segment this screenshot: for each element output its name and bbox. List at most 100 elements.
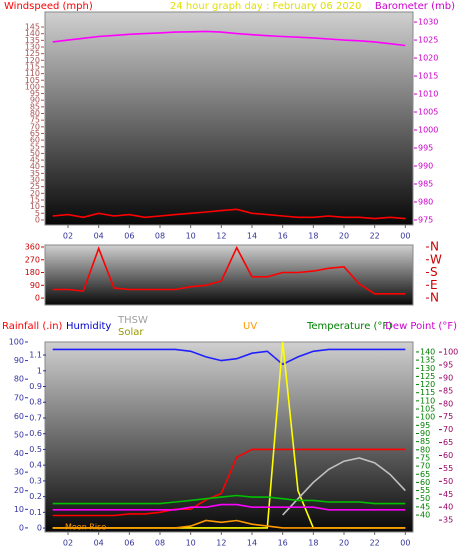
x-tick-label: 06	[124, 232, 134, 241]
y2-tick-label: 70	[14, 393, 24, 402]
y-tick-label: 50	[30, 149, 40, 158]
y2-tick-label: 990	[418, 161, 433, 170]
windspeed-label: Windspeed (mph)	[4, 1, 93, 12]
y-tick-label: 145	[25, 23, 40, 32]
y2-tick-label: 90	[14, 356, 24, 365]
y2-tick-label: 0	[19, 523, 24, 532]
y4-tick-label: 80	[443, 399, 453, 408]
annotation: Moon Rise	[65, 523, 106, 532]
y-tick-label: 1.1	[29, 351, 42, 360]
y-tick-label: 65	[30, 129, 40, 138]
y2-tick-label: 1025	[418, 36, 438, 45]
y2-tick-label: 980	[418, 197, 433, 206]
thsw-label: THSW	[117, 315, 148, 326]
series-line	[52, 348, 406, 366]
y3-tick-label: 125	[420, 372, 435, 381]
y-tick-label: 120	[25, 56, 40, 65]
y3-tick-label: 45	[420, 502, 430, 511]
y-tick-label: 85	[30, 102, 40, 111]
y4-tick-label: 65	[443, 438, 453, 447]
y2-tick-label: 995	[418, 144, 433, 153]
y-tick-label: 0	[37, 524, 42, 533]
y3-tick-label: 60	[420, 478, 430, 487]
y3-tick-label: 140	[420, 347, 435, 356]
y-tick-label: 180	[25, 268, 40, 277]
x-tick-label: 04	[94, 539, 104, 548]
y2-tick-label: 60	[14, 412, 24, 421]
y-tick-label: 75	[30, 116, 40, 125]
series-line	[52, 30, 406, 47]
y-tick-label: 0.3	[29, 476, 42, 485]
y2-tick-label: 100	[9, 338, 24, 347]
y2-tick-label: E	[430, 278, 438, 292]
y2-tick-label: 1005	[418, 108, 438, 117]
y3-tick-label: 90	[420, 429, 430, 438]
y-tick-label: 1	[37, 366, 42, 375]
y4-tick-label: 75	[443, 412, 453, 421]
y3-tick-label: 85	[420, 437, 430, 446]
y2-tick-label: 1010	[418, 90, 438, 99]
y2-tick-label: 975	[418, 215, 433, 224]
x-tick-label: 12	[216, 232, 226, 241]
y-tick-label: 35	[30, 169, 40, 178]
y-tick-label: 95	[30, 89, 40, 98]
y-tick-label: 45	[30, 156, 40, 165]
x-tick-label: 16	[278, 539, 288, 548]
y-tick-label: 90	[30, 96, 40, 105]
y3-tick-label: 80	[420, 445, 430, 454]
y-tick-label: 140	[25, 29, 40, 38]
y2-tick-label: W	[430, 252, 442, 266]
y3-tick-label: 40	[420, 511, 430, 520]
y4-tick-label: 70	[443, 425, 453, 434]
y3-tick-label: 130	[420, 364, 435, 373]
x-tick-label: 04	[94, 232, 104, 241]
y4-tick-label: 100	[443, 348, 458, 357]
y2-tick-label: 80	[14, 375, 24, 384]
y3-tick-label: 120	[420, 380, 435, 389]
x-tick-label: 14	[247, 232, 257, 241]
y2-tick-label: 30	[14, 468, 24, 477]
series-line	[282, 457, 406, 516]
y-tick-label: 125	[25, 49, 40, 58]
y-tick-label: 70	[30, 122, 40, 131]
x-tick-label: 18	[308, 539, 318, 548]
y4-tick-label: 40	[443, 503, 453, 512]
y-tick-label: 270	[25, 255, 40, 264]
y4-tick-label: 95	[443, 361, 453, 370]
y2-tick-label: 1015	[418, 72, 438, 81]
y-tick-label: 0.1	[29, 508, 42, 517]
y-tick-label: 0.5	[29, 445, 42, 454]
series-line	[52, 519, 406, 529]
y-tick-label: 0	[35, 294, 40, 303]
y2-tick-label: 50	[14, 430, 24, 439]
x-tick-label: 18	[308, 232, 318, 241]
y4-tick-label: 90	[443, 373, 453, 382]
series-line	[52, 503, 406, 511]
x-tick-label: 20	[339, 539, 349, 548]
chart-title: 24 hour graph day : February 06 2020	[170, 1, 361, 12]
y4-tick-label: 55	[443, 464, 453, 473]
x-tick-label: 02	[63, 232, 73, 241]
y-tick-label: 90	[30, 281, 40, 290]
y4-tick-label: 85	[443, 386, 453, 395]
x-tick-label: 08	[155, 539, 165, 548]
y2-tick-label: 1030	[418, 18, 438, 27]
barometer-label: Barometer (mb)	[375, 1, 455, 12]
y-tick-label: 360	[25, 242, 40, 251]
y-tick-label: 0.2	[29, 492, 42, 501]
uv-label: UV	[243, 321, 257, 332]
y3-tick-label: 70	[420, 462, 430, 471]
x-tick-label: 22	[370, 539, 380, 548]
y3-tick-label: 65	[420, 470, 430, 479]
y-tick-label: 100	[25, 82, 40, 91]
series-line	[52, 208, 406, 220]
humidity-label: Humidity	[66, 321, 111, 332]
y-tick-label: 20	[30, 189, 40, 198]
series-line	[52, 245, 406, 295]
y3-tick-label: 105	[420, 405, 435, 414]
y-tick-label: 5	[35, 209, 40, 218]
x-tick-label: 20	[339, 232, 349, 241]
y-tick-label: 105	[25, 76, 40, 85]
temperature-label: Temperature (°F)	[306, 321, 392, 332]
x-tick-label: 08	[155, 232, 165, 241]
